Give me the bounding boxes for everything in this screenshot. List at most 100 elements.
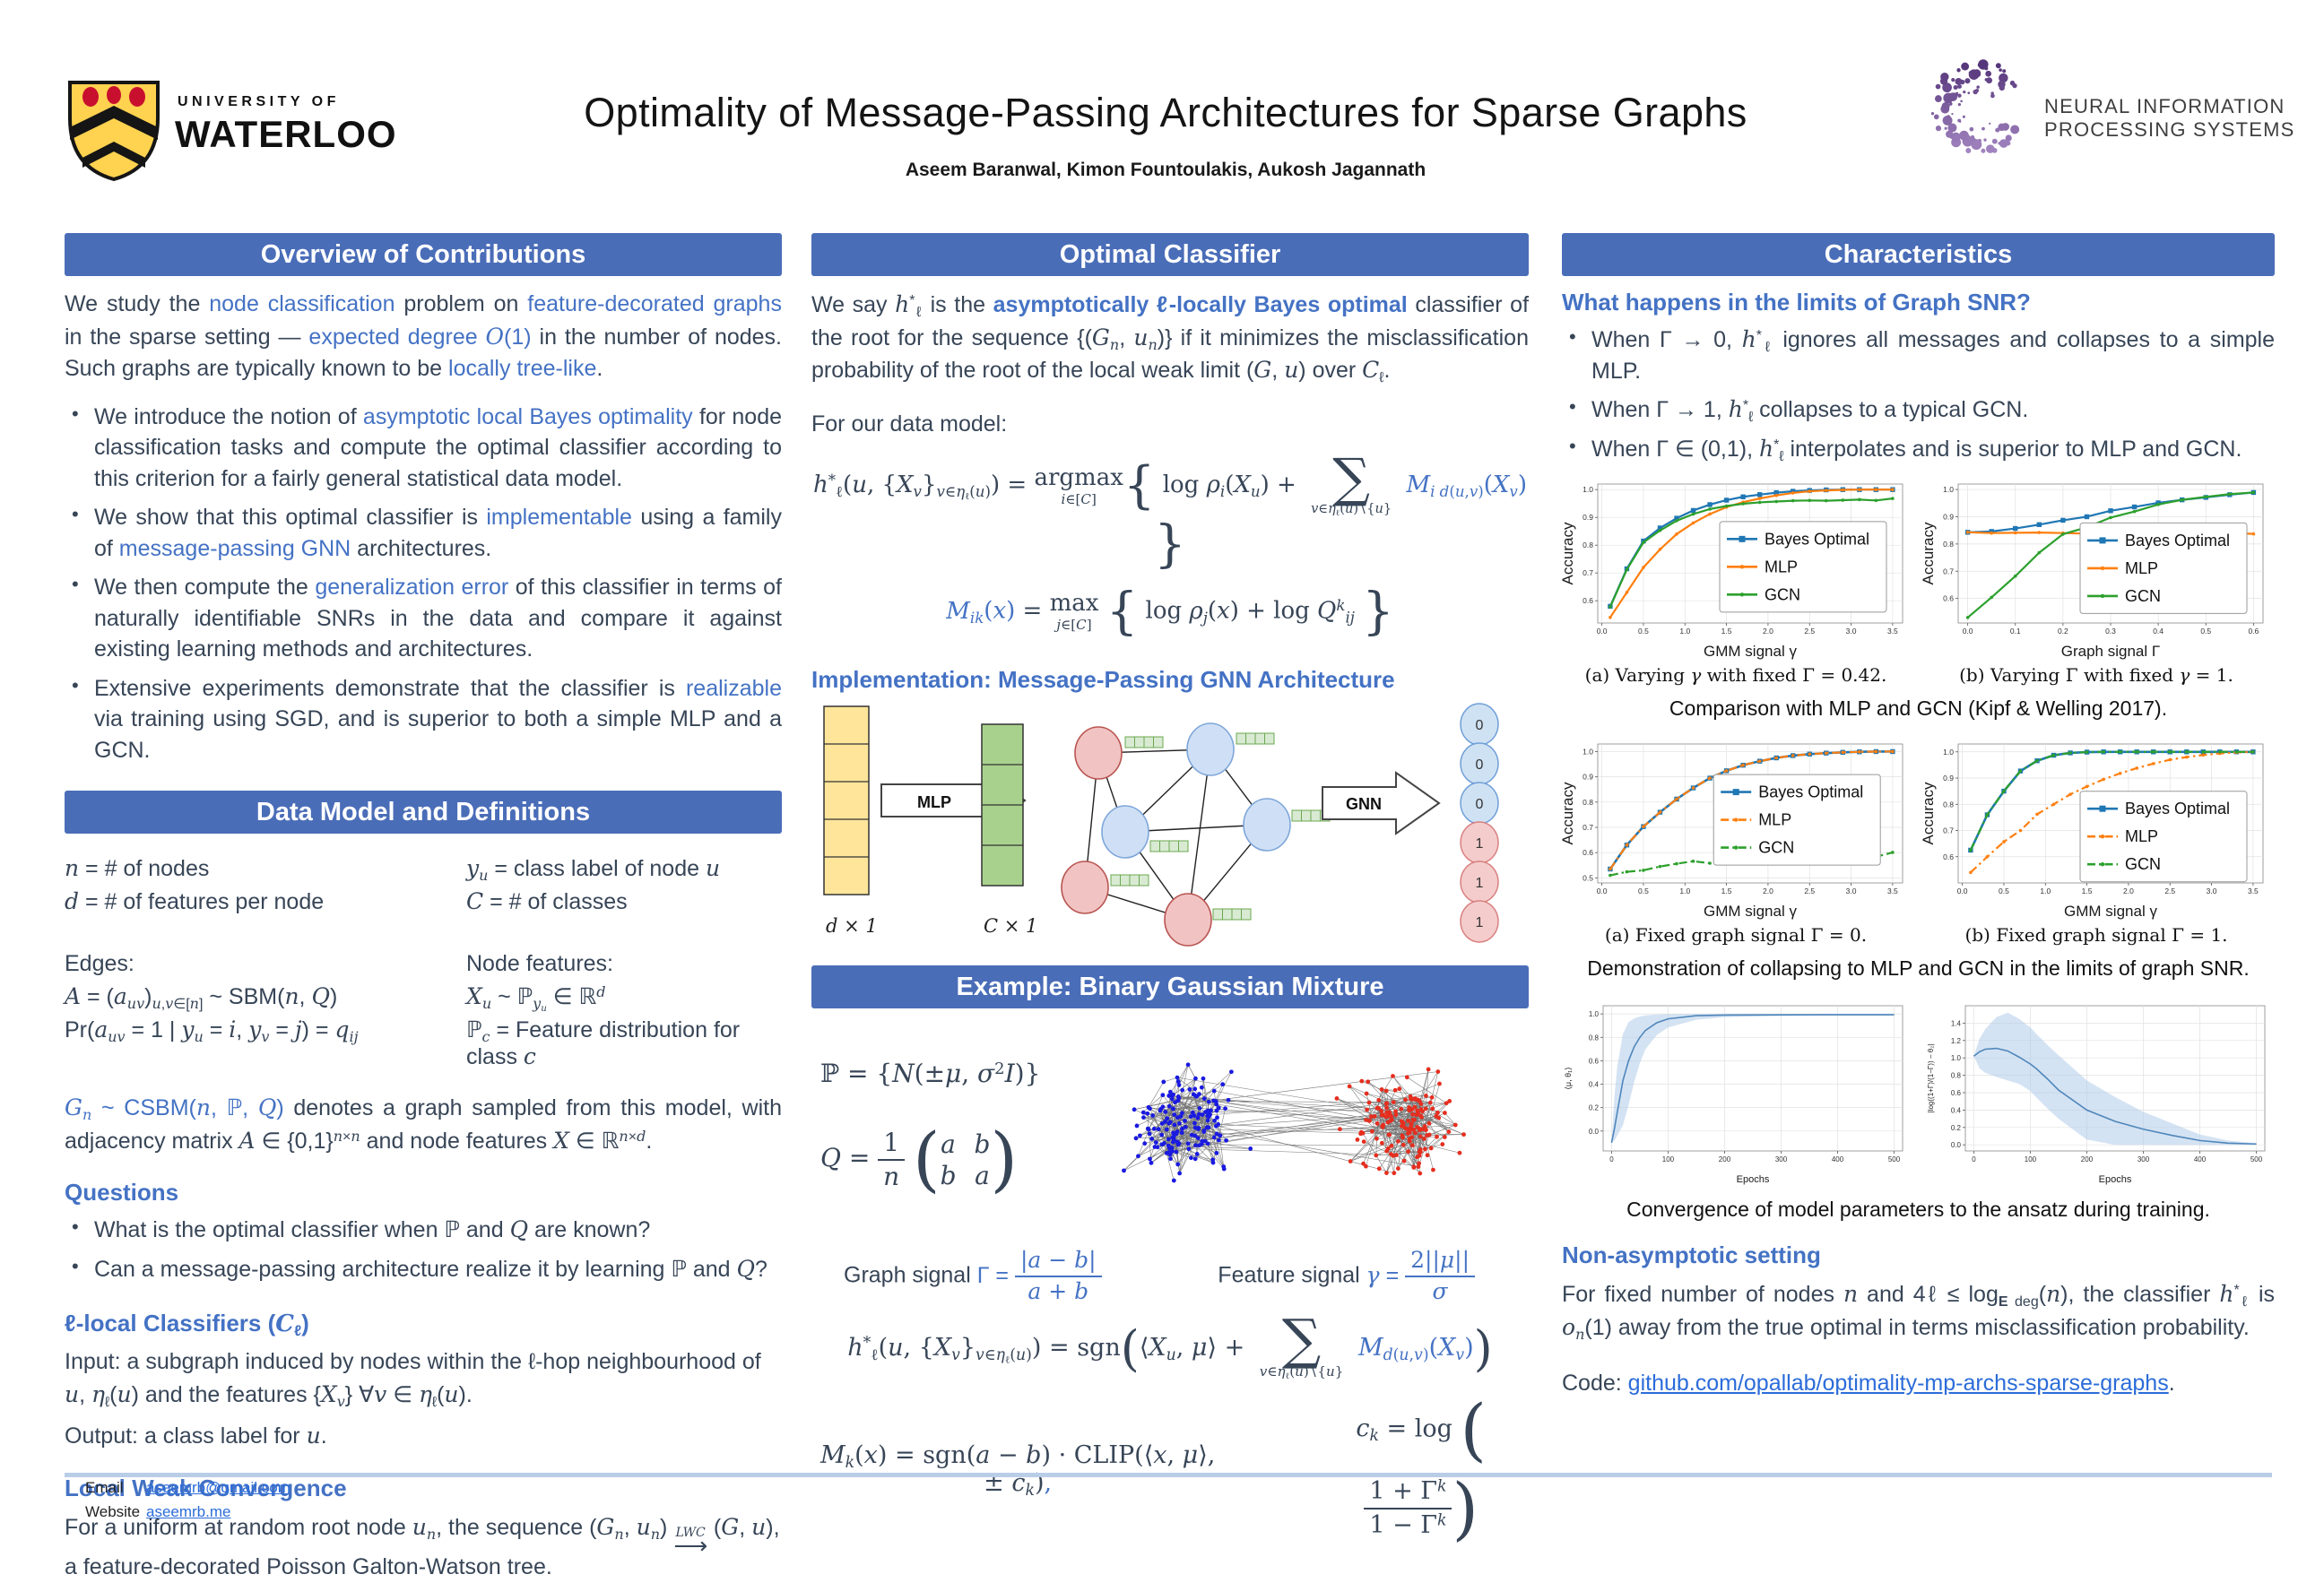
svg-text:0.9: 0.9 [1583,513,1593,522]
svg-text:0.2: 0.2 [2058,627,2068,636]
comparison-captions: (a) Varying γ with fixed Γ = 0.42. (b) V… [1562,664,2275,686]
def-pc: ℙc = Feature distribution for class c [466,1016,782,1070]
svg-text:0.8: 0.8 [1951,1072,1962,1080]
section-header-overview: Overview of Contributions [65,233,782,276]
svg-text:1.2: 1.2 [1951,1037,1962,1045]
svg-text:0.6: 0.6 [1943,852,1954,861]
svg-text:1.0: 1.0 [1943,485,1954,494]
svg-text:GCN: GCN [1765,585,1800,603]
input-feature-vector [824,706,869,895]
optimal-classifier-intro: We say h*ℓ is the asymptotically ℓ-local… [811,289,1529,387]
output-nodes: 0 0 0 1 1 1 [1461,704,1498,942]
feature-signal-definition: Feature signal γ = 2||μ||σ [1218,1248,1475,1305]
svg-text:Epochs: Epochs [1737,1174,1770,1185]
formula-clip: Mk(x) = sgn(a − b) · CLIP(⟨x, μ⟩, ± ck), [811,1441,1224,1497]
question-1: What is the optimal classifier when ℙ an… [65,1215,782,1246]
snr-bullet-1: When Γ → 0, h*ℓ ignores all messages and… [1562,324,2275,386]
footer-divider [65,1473,2272,1477]
svg-text:0.0: 0.0 [1597,627,1608,636]
svg-text:0.9: 0.9 [1583,773,1593,782]
comparison-title: Comparison with MLP and GCN (Kipf & Well… [1562,696,2275,721]
svg-text:0.8: 0.8 [1583,541,1593,549]
non-asymptotic-paragraph: For fixed number of nodes n and 4ℓ ≤ log… [1562,1278,2275,1344]
section-header-characteristics: Characteristics [1562,233,2275,276]
svg-text:2.5: 2.5 [1804,627,1815,636]
neurips-wordmark-2: PROCESSING SYSTEMS [2044,118,2295,141]
svg-text:100: 100 [2025,1155,2037,1163]
neurips-logo: NEURAL INFORMATION PROCESSING SYSTEMS [1908,39,2302,187]
svg-text:1.0: 1.0 [1951,1054,1962,1062]
output-label-4: 1 [1476,836,1484,852]
svg-text:⟨μ, θ₁⟩: ⟨μ, θ₁⟩ [1564,1067,1573,1089]
svg-text:Accuracy: Accuracy [1562,522,1576,584]
svg-text:3.0: 3.0 [2207,887,2217,895]
graph-nodes [1062,723,1290,946]
neurips-wordmark-1: NEURAL INFORMATION [2044,95,2285,117]
code-label: Code: [1562,1371,1628,1396]
svg-text:Bayes Optimal: Bayes Optimal [2125,800,2230,817]
local-classifiers-output: Output: a class label for u. [65,1420,782,1453]
svg-text:0.6: 0.6 [1583,596,1593,605]
svg-text:Accuracy: Accuracy [1922,782,1937,844]
caption-vary-gamma: (a) Varying γ with fixed Γ = 0.42. [1562,664,1910,686]
svg-text:Accuracy: Accuracy [1562,782,1576,844]
def-sbm: A = (auv)u,v∈[n] ~ SBM(n, Q) [65,983,466,1010]
svg-text:Bayes Optimal: Bayes Optimal [2125,532,2230,549]
svg-text:2.0: 2.0 [1763,887,1773,895]
svg-text:0.8: 0.8 [1943,540,1954,549]
svg-text:1.5: 1.5 [1721,627,1732,636]
svg-text:2.0: 2.0 [1763,627,1773,636]
svg-text:1.0: 1.0 [1583,485,1593,494]
svg-text:0.8: 0.8 [1583,798,1593,807]
website-label: Website [85,1503,146,1521]
poster-authors: Aseem Baranwal, Kimon Fountoulakis, Auko… [430,160,1901,181]
mlp-arrow-label: MLP [917,793,951,811]
poster-title: Optimality of Message-Passing Architectu… [430,90,1901,136]
svg-text:0.6: 0.6 [2248,627,2259,636]
svg-text:Accuracy: Accuracy [1922,522,1937,584]
uwaterloo-shield-icon [70,82,158,179]
def-features-label: Node features: [466,951,782,977]
svg-text:Graph signal Γ: Graph signal Γ [2061,643,2160,660]
svg-text:|log((1+Γ)/(1−Γ)) − θ₂|: |log((1+Γ)/(1−Γ)) − θ₂| [1927,1044,1935,1113]
collapse-title: Demonstration of collapsing to MLP and G… [1562,956,2275,981]
svg-text:0.6: 0.6 [1583,848,1593,857]
code-period: . [2169,1371,2175,1396]
def-xu: Xu ~ ℙyu ∈ ℝd [466,983,782,1010]
svg-text:0.2: 0.2 [1589,1104,1600,1112]
question-2: Can a message-passing architecture reali… [65,1254,782,1285]
svg-text:0.5: 0.5 [1999,887,2009,895]
email-link[interactable]: aseemrb@gmail.com [146,1479,290,1497]
uw-wordmark: WATERLOO [175,113,397,155]
svg-text:Epochs: Epochs [2099,1174,2132,1185]
svg-text:3.5: 3.5 [1887,887,1898,895]
svg-text:3.5: 3.5 [1887,627,1898,636]
website-link[interactable]: aseemrb.me [146,1503,230,1521]
svg-text:0.6: 0.6 [1943,594,1954,603]
svg-text:Bayes Optimal: Bayes Optimal [1765,530,1869,548]
snr-limits-list: When Γ → 0, h*ℓ ignores all messages and… [1562,324,2275,464]
svg-text:1.0: 1.0 [1679,627,1690,636]
svg-text:0.0: 0.0 [1589,1128,1600,1136]
output-label-2: 0 [1476,757,1484,773]
svg-text:200: 200 [1719,1155,1731,1163]
code-repo-link[interactable]: github.com/opallab/optimality-mp-archs-s… [1628,1371,2169,1396]
svg-text:0.9: 0.9 [1943,774,1954,783]
svg-text:0.6: 0.6 [1951,1089,1962,1097]
overview-bullet-4: Extensive experiments demonstrate that t… [65,673,782,766]
svg-text:0.3: 0.3 [2105,627,2116,636]
svg-text:MLP: MLP [2125,827,2158,845]
svg-text:0.5: 0.5 [1638,887,1649,895]
svg-text:0.7: 0.7 [1583,568,1593,577]
def-n: n = # of nodes [65,855,466,882]
snr-limits-header: What happens in the limits of Graph SNR? [1562,289,2275,316]
overview-bullet-2: We show that this optimal classifier is … [65,502,782,564]
